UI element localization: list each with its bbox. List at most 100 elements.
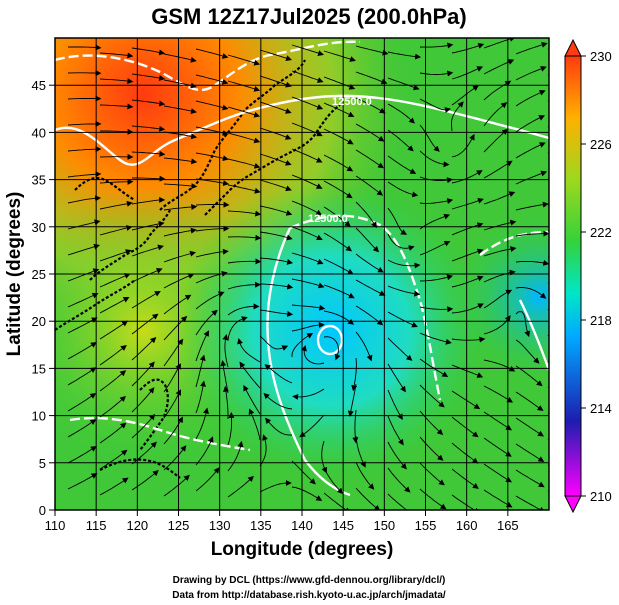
- streamline-45: [483, 80, 512, 101]
- colorbar-tick-label-2: 218: [590, 313, 612, 328]
- x-tick-label-11: 165: [497, 518, 519, 533]
- streamline-168: [323, 310, 355, 325]
- streamline-276: [195, 467, 220, 492]
- streamline-41: [355, 97, 386, 114]
- streamline-61: [483, 102, 508, 127]
- streamline-93: [483, 160, 513, 179]
- streamline-70: [259, 153, 292, 166]
- streamline-283: [419, 488, 447, 510]
- streamline-201: [351, 357, 358, 392]
- streamline-225: [99, 395, 126, 418]
- streamline-105: [355, 201, 377, 229]
- streamline-73: [355, 149, 385, 169]
- streamline-214: [239, 361, 261, 389]
- streamline-219: [419, 384, 445, 408]
- streamline-237: [483, 411, 512, 431]
- streamline-172: [451, 303, 484, 314]
- streamline-274: [131, 469, 159, 491]
- streamline-115: [163, 227, 197, 237]
- y-tick-label-4: 20: [32, 314, 46, 329]
- x-tick-label-5: 135: [250, 518, 272, 533]
- streamline-142: [515, 259, 549, 266]
- streamline-217: [347, 383, 357, 417]
- x-tick-label-9: 155: [415, 518, 437, 533]
- streamline-266: [387, 467, 411, 493]
- streamline-126: [515, 230, 549, 237]
- streamline-12: [451, 43, 485, 54]
- streamline-163: [163, 294, 192, 315]
- streamline-133: [227, 258, 262, 265]
- y-tick-label-1: 5: [39, 456, 46, 471]
- grid-lines: [55, 38, 549, 510]
- streamline-175: [547, 308, 549, 312]
- streamline-76: [451, 133, 475, 158]
- streamline-240: [67, 419, 97, 438]
- streamline-35: [163, 105, 197, 114]
- streamline-203: [419, 358, 449, 378]
- streamline-42: [387, 103, 415, 124]
- streamline-62: [515, 115, 546, 133]
- x-axis-ticks: 110 115 120 125 130 135 140 145 150 155 160 165: [45, 510, 519, 533]
- streamline-263: [291, 460, 316, 485]
- streamline-244: [195, 407, 209, 440]
- streamline-200: [301, 344, 325, 365]
- streamline-22: [259, 75, 292, 88]
- streamline-230: [243, 384, 261, 415]
- streamline-78: [515, 142, 546, 159]
- streamline-251: [419, 436, 444, 461]
- streamline-227: [163, 389, 182, 419]
- streamline-264: [323, 466, 344, 495]
- streamline-194: [131, 337, 157, 361]
- streamline-269: [483, 463, 513, 483]
- streamline-68: [195, 152, 229, 162]
- streamline-258: [131, 441, 157, 465]
- streamline-100: [195, 201, 230, 208]
- streamline-8: [323, 50, 356, 62]
- streamline-270: [515, 469, 545, 488]
- streamline-220: [451, 390, 481, 410]
- x-tick-label-6: 140: [291, 518, 313, 533]
- colorbar-lower-arrow: [564, 495, 582, 514]
- streamline-40: [323, 102, 355, 118]
- streamline-4: [195, 48, 229, 59]
- streamline-150: [259, 283, 294, 290]
- streamline-165: [227, 303, 260, 316]
- streamline-85: [227, 184, 261, 194]
- streamline-104: [323, 206, 351, 227]
- streamline-157: [483, 269, 516, 283]
- streamline-182: [259, 335, 289, 351]
- colorbar-tick-label-5: 230: [590, 49, 612, 64]
- streamline-249: [355, 435, 366, 468]
- streamline-241: [99, 422, 127, 444]
- streamline-116: [195, 225, 230, 232]
- streamline-145: [99, 273, 131, 288]
- x-tick-label-0: 110: [45, 518, 66, 533]
- streamline-138: [387, 259, 421, 269]
- streamline-74: [387, 155, 417, 174]
- credit-data: Data from http://database.rish.kyoto-u.a…: [172, 590, 446, 601]
- streamline-198: [237, 337, 261, 363]
- streamline-229: [223, 385, 229, 419]
- streamline-118: [259, 231, 293, 241]
- streamline-162: [131, 290, 161, 309]
- y-tick-label-5: 25: [32, 267, 46, 282]
- streamline-257: [99, 449, 128, 470]
- streamline-231: [263, 392, 293, 410]
- streamline-221: [483, 385, 513, 403]
- streamline-64: [67, 146, 102, 153]
- streamline-83: [163, 183, 198, 190]
- streamline-55: [291, 122, 323, 137]
- streamline-193: [99, 344, 127, 366]
- streamline-177: [99, 320, 129, 340]
- streamline-110: [515, 201, 549, 211]
- streamline-236: [451, 416, 479, 438]
- streamline-94: [515, 170, 548, 185]
- streamline-282: [387, 493, 414, 510]
- streamline-75: [419, 150, 450, 168]
- streamline-252: [451, 442, 479, 464]
- streamline-109: [483, 191, 516, 205]
- y-axis-ticks: 0 5 10 15 20 25 30 35 40 45: [32, 78, 55, 518]
- y-axis-label: Latitude (degrees): [4, 192, 25, 357]
- streamline-267: [419, 462, 445, 486]
- streamline-188: [451, 336, 486, 343]
